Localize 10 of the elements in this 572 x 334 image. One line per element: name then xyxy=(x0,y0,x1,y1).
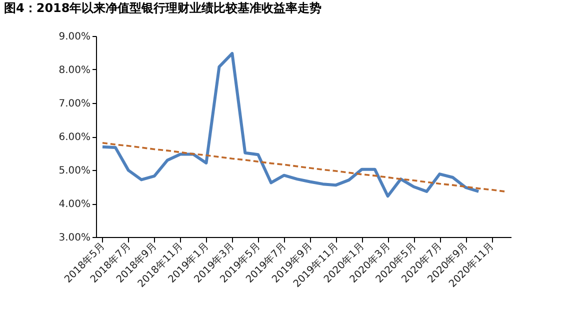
y-tick-label: 3.00% xyxy=(58,232,90,244)
y-tick-label: 9.00% xyxy=(58,32,90,42)
y-tick-label: 4.00% xyxy=(58,199,90,210)
line-series xyxy=(102,142,506,192)
y-tick-label: 5.00% xyxy=(58,166,90,176)
y-tick-label: 7.00% xyxy=(58,98,90,110)
y-tick-label: 8.00% xyxy=(58,65,90,76)
y-tick-label: 6.00% xyxy=(58,132,90,143)
chart-title: 图4：2018年以来净值型银行理财业绩比较基准收益率走势 xyxy=(4,1,322,15)
line-series xyxy=(100,52,480,198)
